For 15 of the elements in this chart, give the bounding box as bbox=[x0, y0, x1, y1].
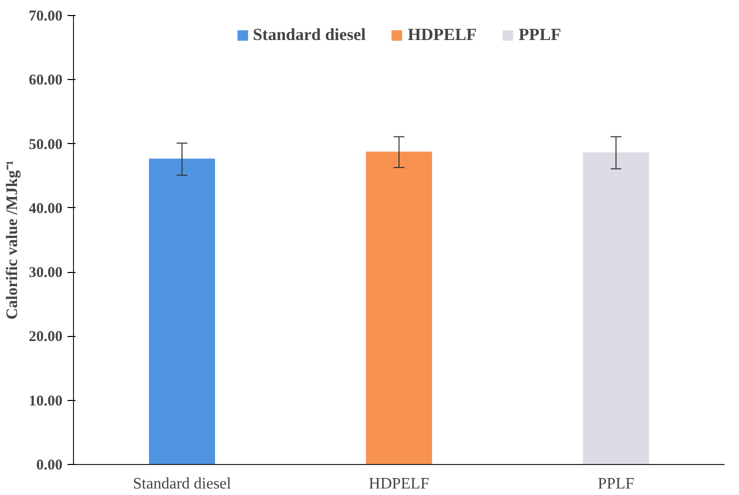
y-tick-label: 50.00 bbox=[28, 136, 62, 153]
y-tick-label: 20.00 bbox=[28, 329, 62, 346]
x-tick-label: HDPELF bbox=[368, 476, 430, 492]
x-tick-label: Standard diesel bbox=[132, 476, 232, 492]
y-tick-label: 60.00 bbox=[28, 72, 62, 89]
legend-label: HDPELF bbox=[408, 25, 477, 45]
y-tick-label: 70.00 bbox=[28, 8, 62, 24]
y-tick-label: 0.00 bbox=[36, 458, 62, 474]
x-tick-label: PPLF bbox=[598, 476, 634, 492]
y-tick-label: 40.00 bbox=[28, 200, 62, 217]
legend-label: Standard diesel bbox=[252, 25, 366, 45]
y-axis-title: Calorific value /MJkg⁻¹ bbox=[4, 160, 21, 320]
legend-label: PPLF bbox=[518, 25, 562, 45]
y-tick-label: 10.00 bbox=[28, 393, 62, 410]
y-tick-label: 30.00 bbox=[28, 265, 62, 282]
